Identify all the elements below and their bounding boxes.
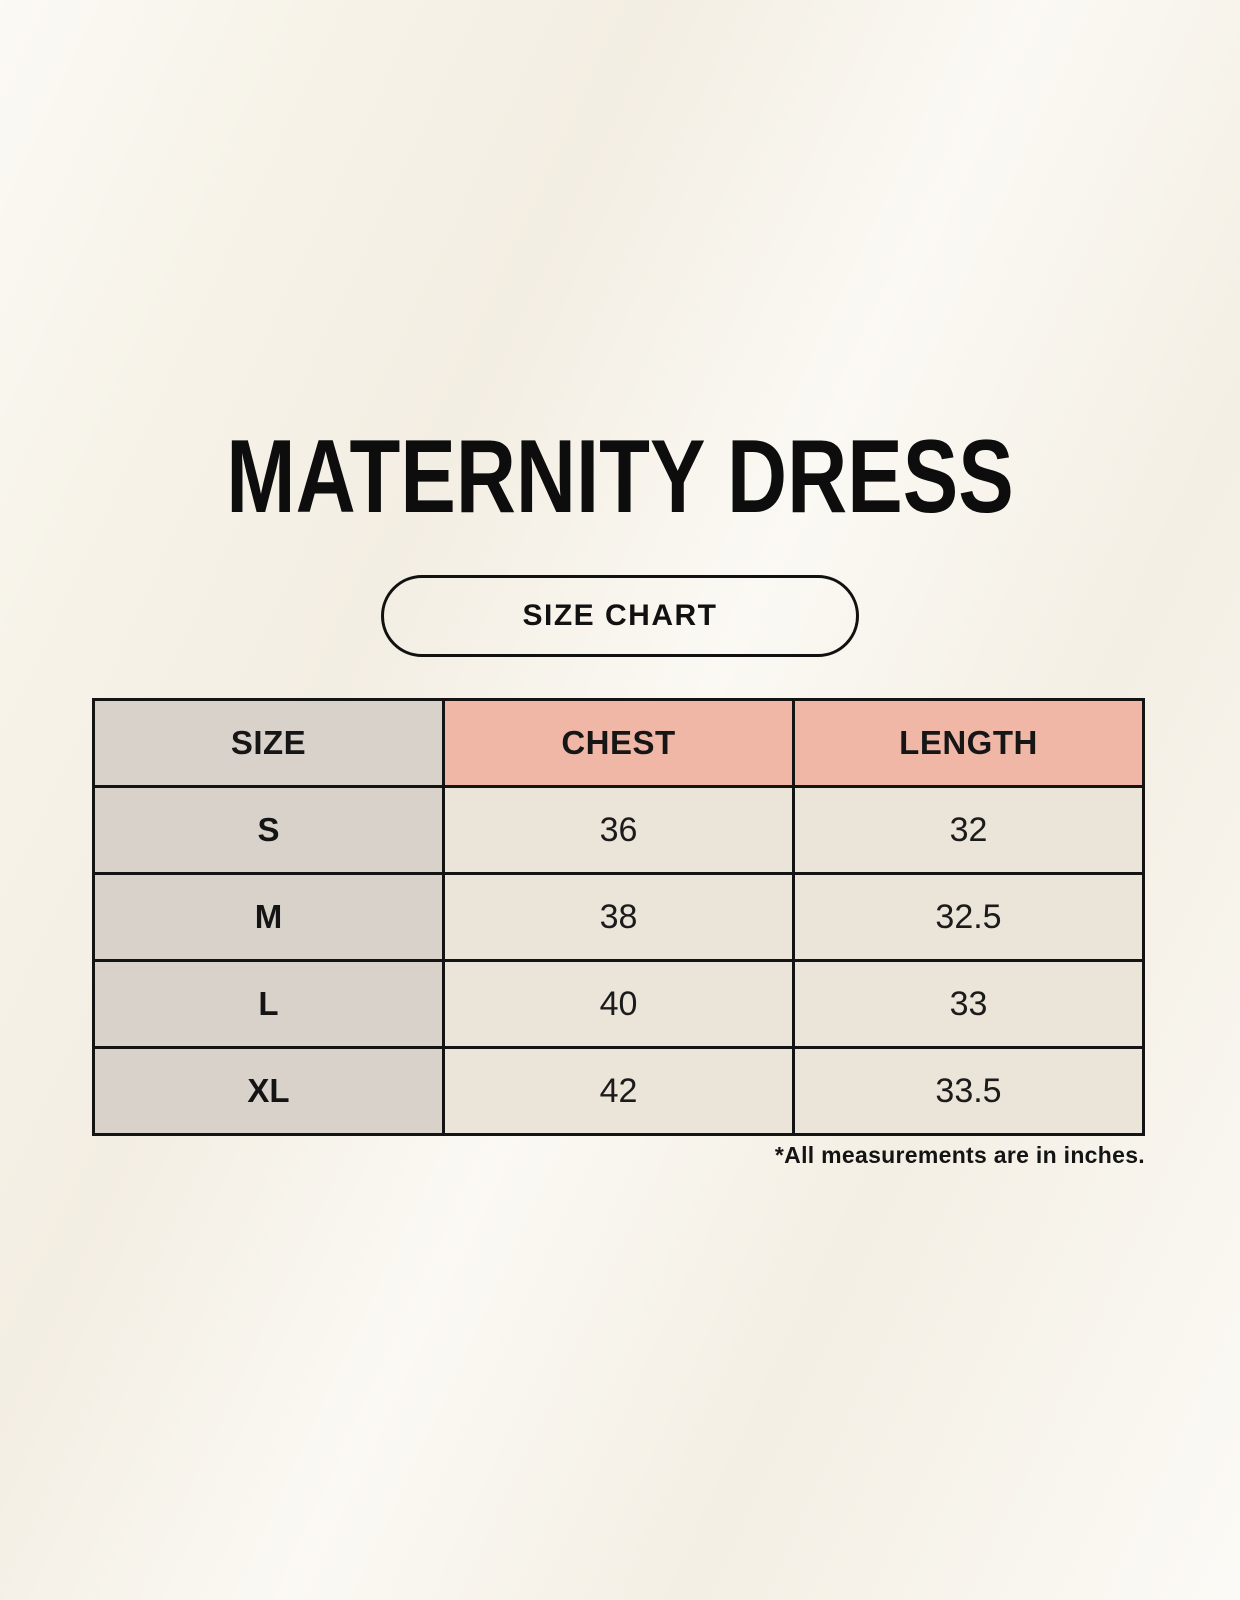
column-header-length: LENGTH [792, 698, 1145, 788]
chest-value-s: 36 [442, 785, 795, 875]
table-row-xl: XL 42 33.5 [92, 1046, 1145, 1136]
page-title: MATERNITY DRESS [226, 419, 1014, 535]
size-chart-badge-label: SIZE CHART [522, 599, 718, 632]
length-value-s: 32 [792, 785, 1145, 875]
table-row-m: M 38 32.5 [92, 872, 1145, 962]
chest-value-xl: 42 [442, 1046, 795, 1136]
size-chart-badge[interactable]: SIZE CHART [381, 575, 859, 657]
chest-value-m: 38 [442, 872, 795, 962]
table-header-row: SIZE CHEST LENGTH [92, 698, 1145, 788]
table-row-l: L 40 33 [92, 959, 1145, 1049]
measurements-footnote: *All measurements are in inches. [774, 1142, 1145, 1168]
length-value-m: 32.5 [792, 872, 1145, 962]
column-header-size: SIZE [92, 698, 445, 788]
size-label-m: M [92, 872, 445, 962]
column-header-chest: CHEST [442, 698, 795, 788]
size-label-xl: XL [92, 1046, 445, 1136]
length-value-xl: 33.5 [792, 1046, 1145, 1136]
chest-value-l: 40 [442, 959, 795, 1049]
table-row-s: S 36 32 [92, 785, 1145, 875]
size-chart-table: SIZE CHEST LENGTH S 36 32 M 38 32.5 L 40… [92, 698, 1145, 1136]
size-label-s: S [92, 785, 445, 875]
size-label-l: L [92, 959, 445, 1049]
length-value-l: 33 [792, 959, 1145, 1049]
